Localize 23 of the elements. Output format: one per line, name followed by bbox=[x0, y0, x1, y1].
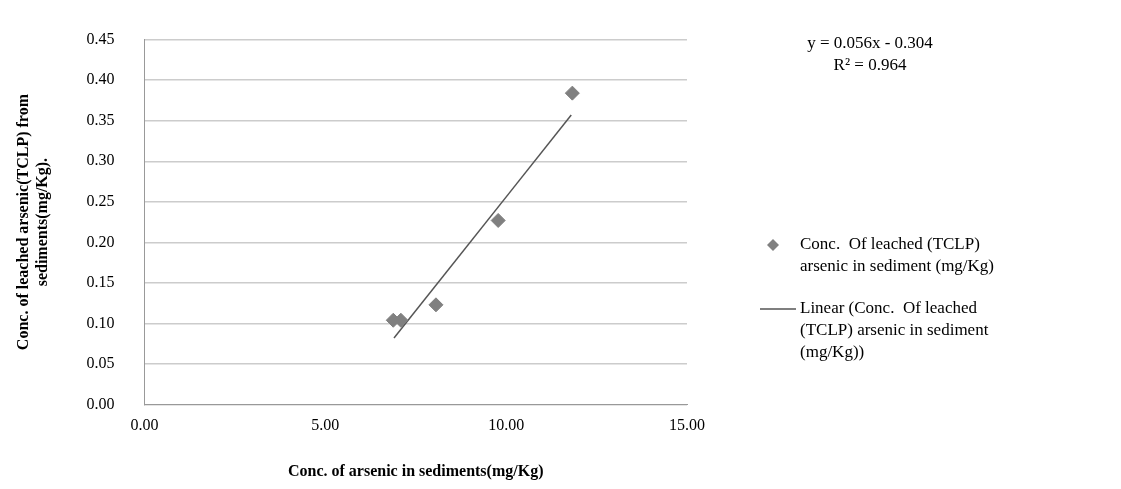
x-tick-label: 15.00 bbox=[669, 416, 705, 434]
y-axis-title: Conc. of leached arsenic(TCLP) from sediments(mg/Kg). bbox=[13, 93, 51, 351]
text: y = 0.056x - 0.304 bbox=[807, 33, 934, 53]
y-tick-label: 0.25 bbox=[86, 192, 115, 210]
text: R² = 0.964 bbox=[833, 55, 907, 75]
x-tick-label: 10.00 bbox=[488, 416, 525, 434]
x-axis-title: Conc. of arsenic in sediments(mg/Kg) bbox=[287, 461, 544, 480]
y-tick-label: 0.45 bbox=[86, 29, 115, 47]
point bbox=[490, 212, 506, 228]
y-tick-label: 0.00 bbox=[86, 394, 115, 412]
y-tick-label: 0.15 bbox=[86, 273, 115, 291]
legend-label: Conc. Of leached (TCLP) arsenic in sediment (mg/Kg) bbox=[800, 234, 995, 276]
legend-label: Linear (Conc. Of leached (TCLP) arsenic in sediment (mg/Kg)) bbox=[800, 298, 989, 362]
point bbox=[564, 85, 580, 101]
y-tick-label: 0.30 bbox=[86, 151, 115, 169]
point bbox=[428, 297, 444, 313]
y-tick-label: 0.35 bbox=[86, 110, 115, 128]
y-tick-label: 0.40 bbox=[86, 70, 115, 88]
y-tick-label: 0.10 bbox=[86, 313, 115, 331]
y-tick-label: 0.05 bbox=[86, 354, 115, 372]
y-tick-label: 0.20 bbox=[86, 232, 115, 250]
x-tick-label: 5.00 bbox=[311, 416, 340, 434]
x-tick-label: 0.00 bbox=[130, 416, 159, 434]
